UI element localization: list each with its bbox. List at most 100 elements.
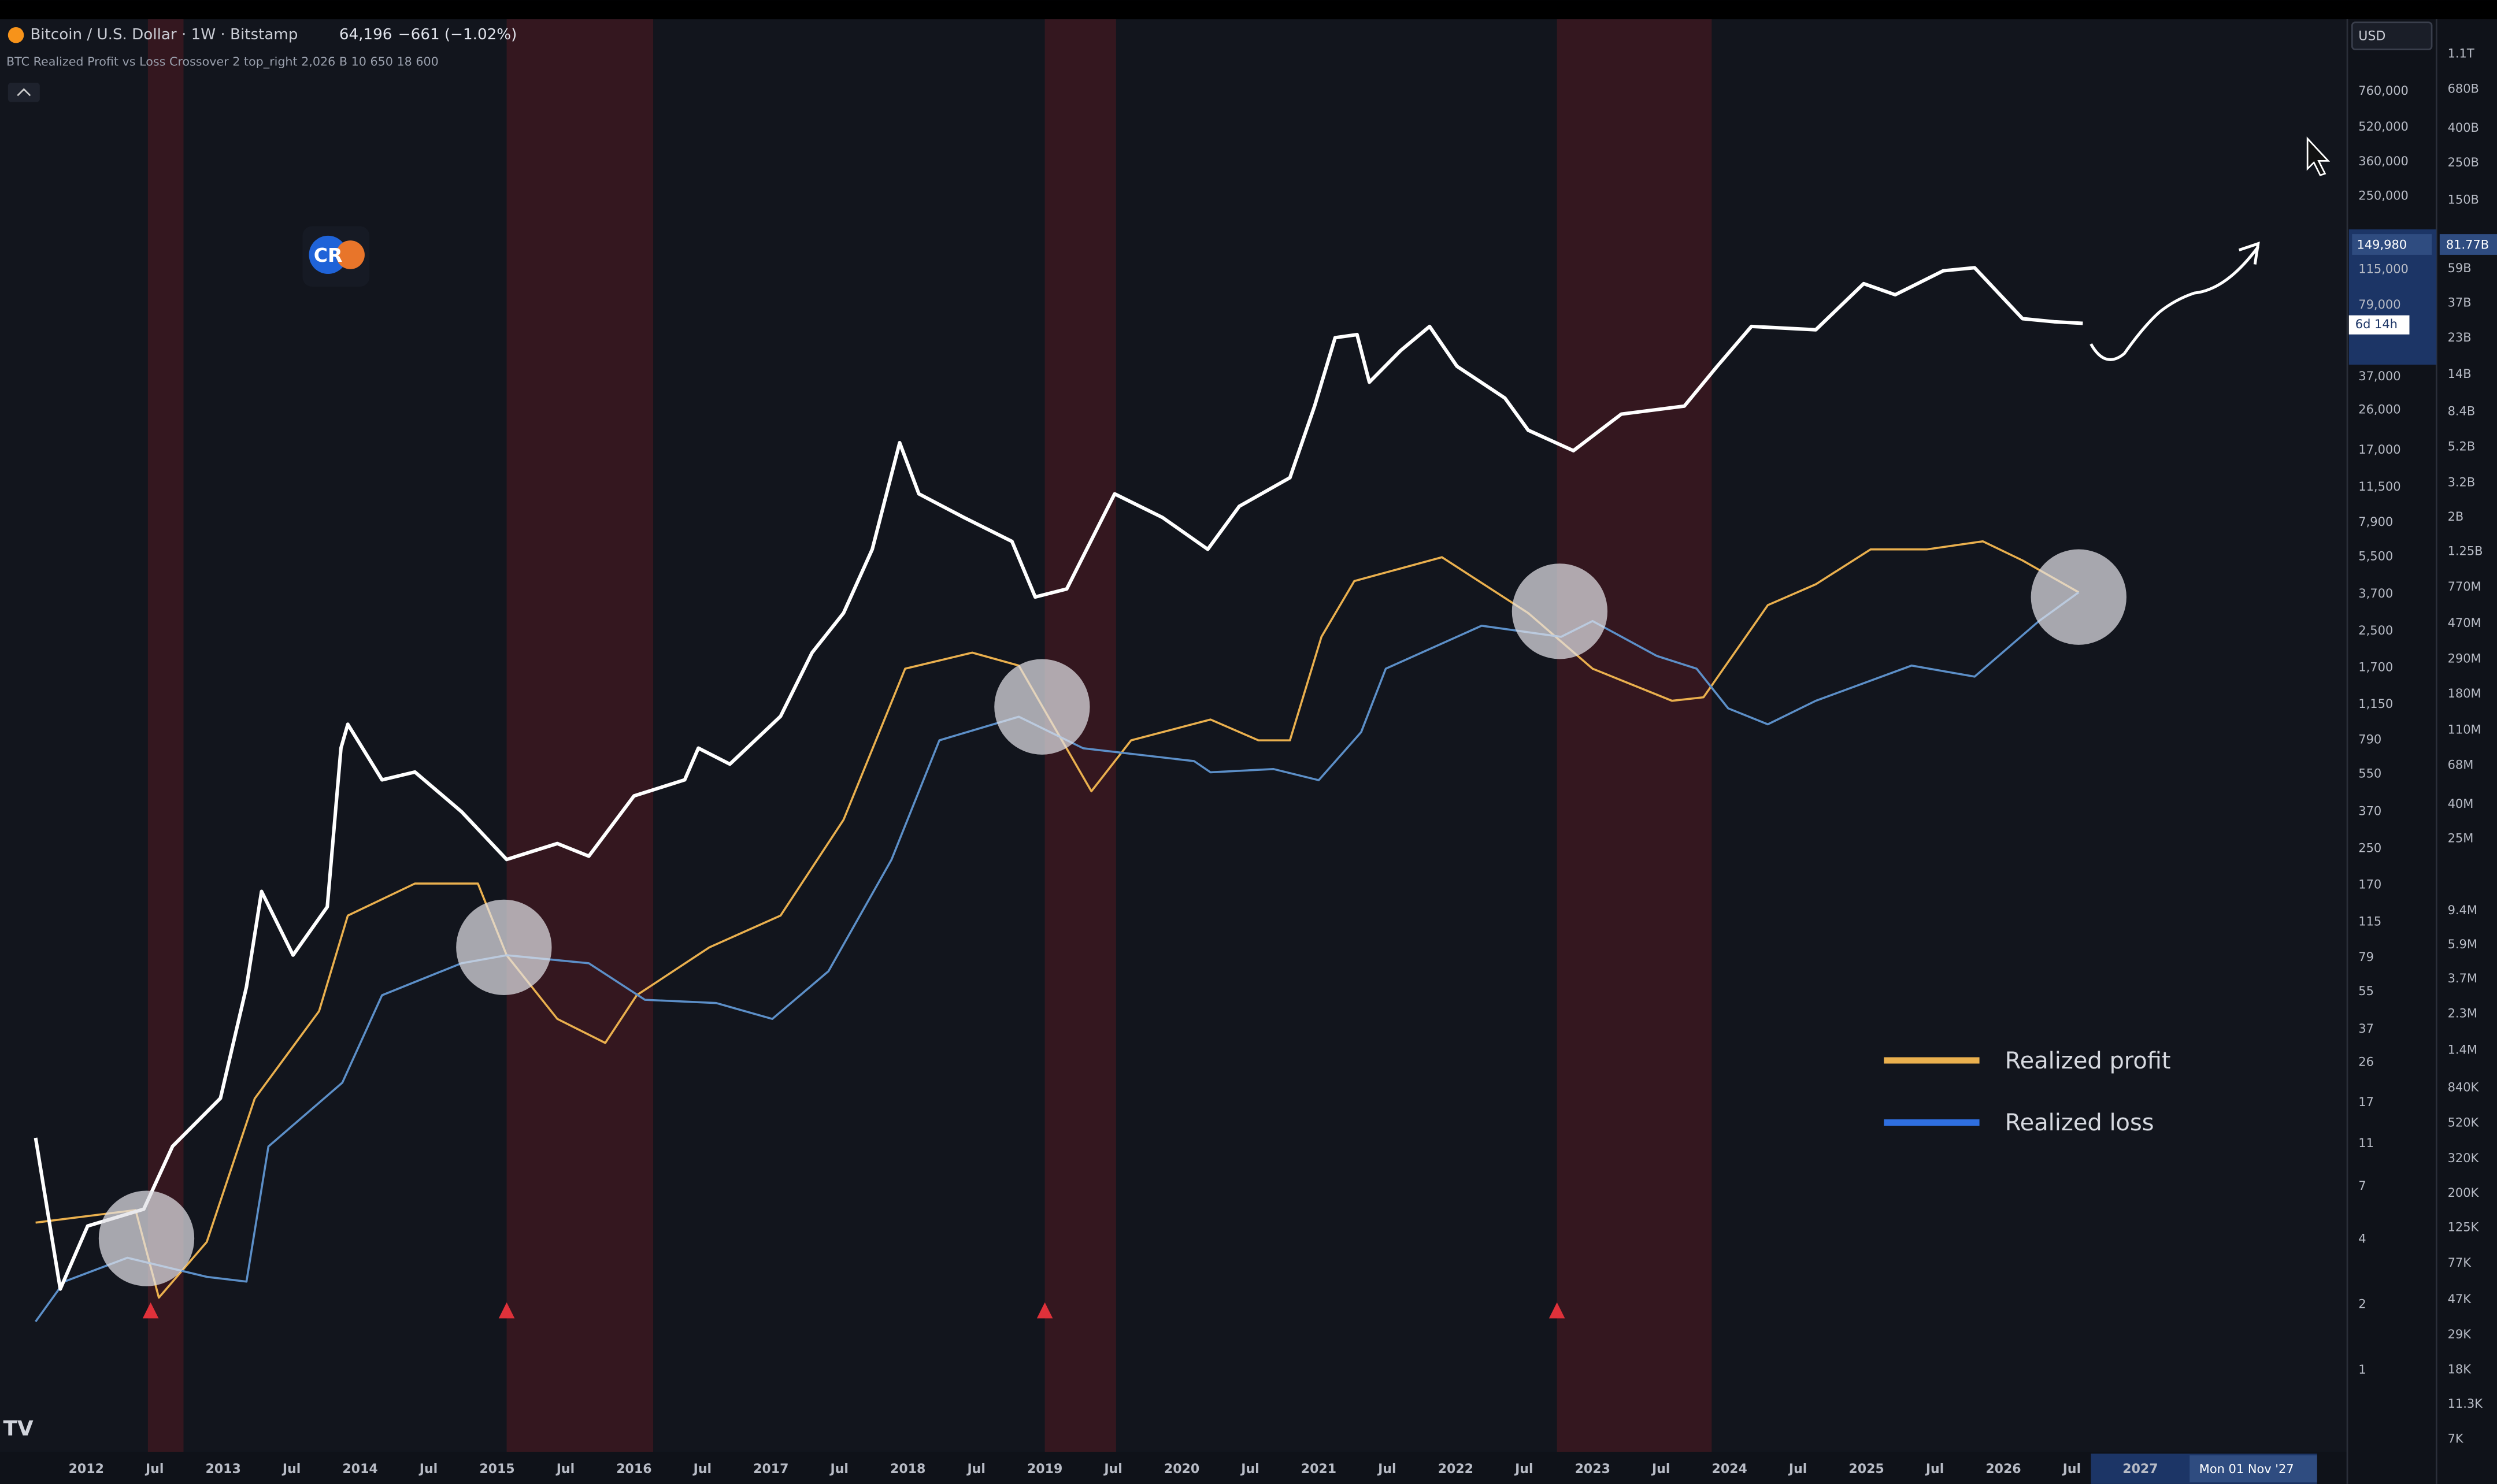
y-tick-label: 11,500 (2358, 480, 2400, 494)
y-tick-label: 2 (2358, 1297, 2366, 1311)
y2-tick-label: 1.25B (2448, 544, 2483, 558)
x-tick-label: Jul (692, 1462, 712, 1476)
x-tick-label: 2012 (69, 1462, 104, 1476)
y2-tick-label: 180M (2448, 687, 2481, 700)
y-tick-label: 37 (2358, 1022, 2374, 1036)
y-tick-label: 79,000 (2358, 298, 2400, 311)
logo-text: CR (314, 244, 343, 266)
crossover-marker (1511, 563, 1608, 659)
symbol-icon (8, 27, 24, 43)
x-tick-label: 2027 (2122, 1462, 2158, 1476)
y-tick-label: 370 (2358, 804, 2381, 818)
signal-triangle (1548, 1302, 1565, 1319)
currency-label: USD (2358, 29, 2385, 43)
y-tick-label: 115,000 (2358, 262, 2409, 276)
last-price: 64,196 (339, 26, 392, 43)
y2-tick-label: 110M (2448, 722, 2481, 736)
y-tick-label: 37,000 (2358, 369, 2400, 383)
x-tick-label: 2018 (890, 1462, 925, 1476)
y2-tick-label: 250B (2448, 155, 2479, 169)
x-tick-label: Jul (829, 1462, 849, 1476)
y-tick-label: 7,900 (2358, 515, 2393, 529)
x-tick-label: Jul (1240, 1462, 1259, 1476)
x-tick-label: Jul (281, 1462, 301, 1476)
x-tick-label: 2016 (616, 1462, 651, 1476)
x-tick-label: Jul (1103, 1462, 1122, 1476)
collapse-button[interactable] (8, 83, 40, 102)
y-tick-label: 3,700 (2358, 587, 2393, 600)
price-readout-bg (2352, 234, 2432, 255)
y2-tick-label: 150B (2448, 193, 2479, 207)
y2-tick-label: 5.9M (2448, 937, 2477, 951)
y2-tick-label: 77K (2448, 1256, 2472, 1270)
currency-selector[interactable] (2351, 21, 2433, 50)
y2-tick-label: 11.3K (2448, 1397, 2484, 1411)
y2-tick-label: 18K (2448, 1363, 2472, 1377)
x-tick-label: Jul (1377, 1462, 1396, 1476)
tv-logo: TV (3, 1417, 34, 1441)
x-tick-label: 2017 (753, 1462, 788, 1476)
y2-tick-label: 7K (2448, 1432, 2464, 1446)
x-tick-label: Jul (1651, 1462, 1670, 1476)
y2-tick-label: 37B (2448, 295, 2472, 309)
x-tick-label: 2024 (1712, 1462, 1747, 1476)
y2-tick-label: 5.2B (2448, 440, 2476, 454)
x-tick-label: Jul (418, 1462, 438, 1476)
x-tick-label: Jul (1514, 1462, 1533, 1476)
y2-tick-label: 40M (2448, 797, 2474, 811)
forecast-arrow (2090, 246, 2259, 361)
y2-tick-label: 125K (2448, 1220, 2480, 1234)
y-tick-label: 170 (2358, 878, 2381, 892)
y2-tick-label: 29K (2448, 1327, 2472, 1341)
y2-tick-label: 23B (2448, 331, 2472, 344)
y-tick-label: 760,000 (2358, 84, 2409, 98)
x-tick-label: 2020 (1164, 1462, 1199, 1476)
signal-triangle (1036, 1302, 1053, 1319)
y-tick-label: 250 (2358, 841, 2381, 855)
legend-label: Realized profit (2005, 1048, 2171, 1074)
x-tick-label: 2021 (1301, 1462, 1336, 1476)
y-tick-label: 550 (2358, 767, 2381, 781)
y2-tick-label: 400B (2448, 121, 2479, 135)
countdown-bg (2348, 315, 2410, 335)
x-tick-label: 2023 (1575, 1462, 1610, 1476)
y-tick-label: 26 (2358, 1055, 2374, 1069)
arrow-head (2238, 242, 2260, 265)
y-tick-label: 115 (2358, 914, 2381, 928)
logo-circle (336, 240, 365, 269)
y2-tick-label: 470M (2448, 616, 2481, 630)
y2-tick-label: 3.7M (2448, 971, 2477, 985)
y-tick-label: 5,500 (2358, 549, 2393, 563)
legend-label: Realized loss (2005, 1110, 2154, 1136)
plot-area (34, 19, 2126, 1452)
signal-band (506, 19, 654, 1452)
y-tick-label: 11 (2358, 1136, 2374, 1150)
y-tick-label: 1,700 (2358, 660, 2393, 674)
y-tick-label: 1,150 (2358, 697, 2393, 711)
y2-tick-label: 1.1T (2448, 47, 2474, 61)
x-tick-label: Jul (555, 1462, 575, 1476)
y2-tick-label: 320K (2448, 1151, 2480, 1165)
y-tick-label: 790 (2358, 733, 2381, 747)
y2-tick-label: 47K (2448, 1292, 2472, 1306)
chart-title: Bitcoin / U.S. Dollar · 1W · Bitstamp (30, 26, 298, 43)
y2-tick-label: 200K (2448, 1186, 2480, 1200)
crossover-marker (456, 899, 552, 996)
x-tick-label: Jul (2062, 1462, 2081, 1476)
x-tick-label: Jul (1788, 1462, 1807, 1476)
y2-tick-label: 290M (2448, 651, 2481, 665)
y2-tick-label: 59B (2448, 261, 2472, 275)
y2-tick-label: 3.2B (2448, 475, 2476, 489)
logo-circle (309, 235, 347, 274)
y-tick-label: 520,000 (2358, 120, 2409, 133)
x-axis-panel (0, 1452, 2348, 1484)
y2-tick-label: 2B (2448, 510, 2464, 524)
y-tick-label: 17,000 (2358, 443, 2400, 457)
crosshair-date-bg (2189, 1455, 2317, 1483)
x-tick-label: 2025 (1848, 1462, 1884, 1476)
signal-band (1557, 19, 1712, 1452)
y2-readout-bg (2439, 234, 2497, 255)
y-tick-label: 79 (2358, 950, 2374, 964)
y2-tick-label: 25M (2448, 832, 2474, 845)
